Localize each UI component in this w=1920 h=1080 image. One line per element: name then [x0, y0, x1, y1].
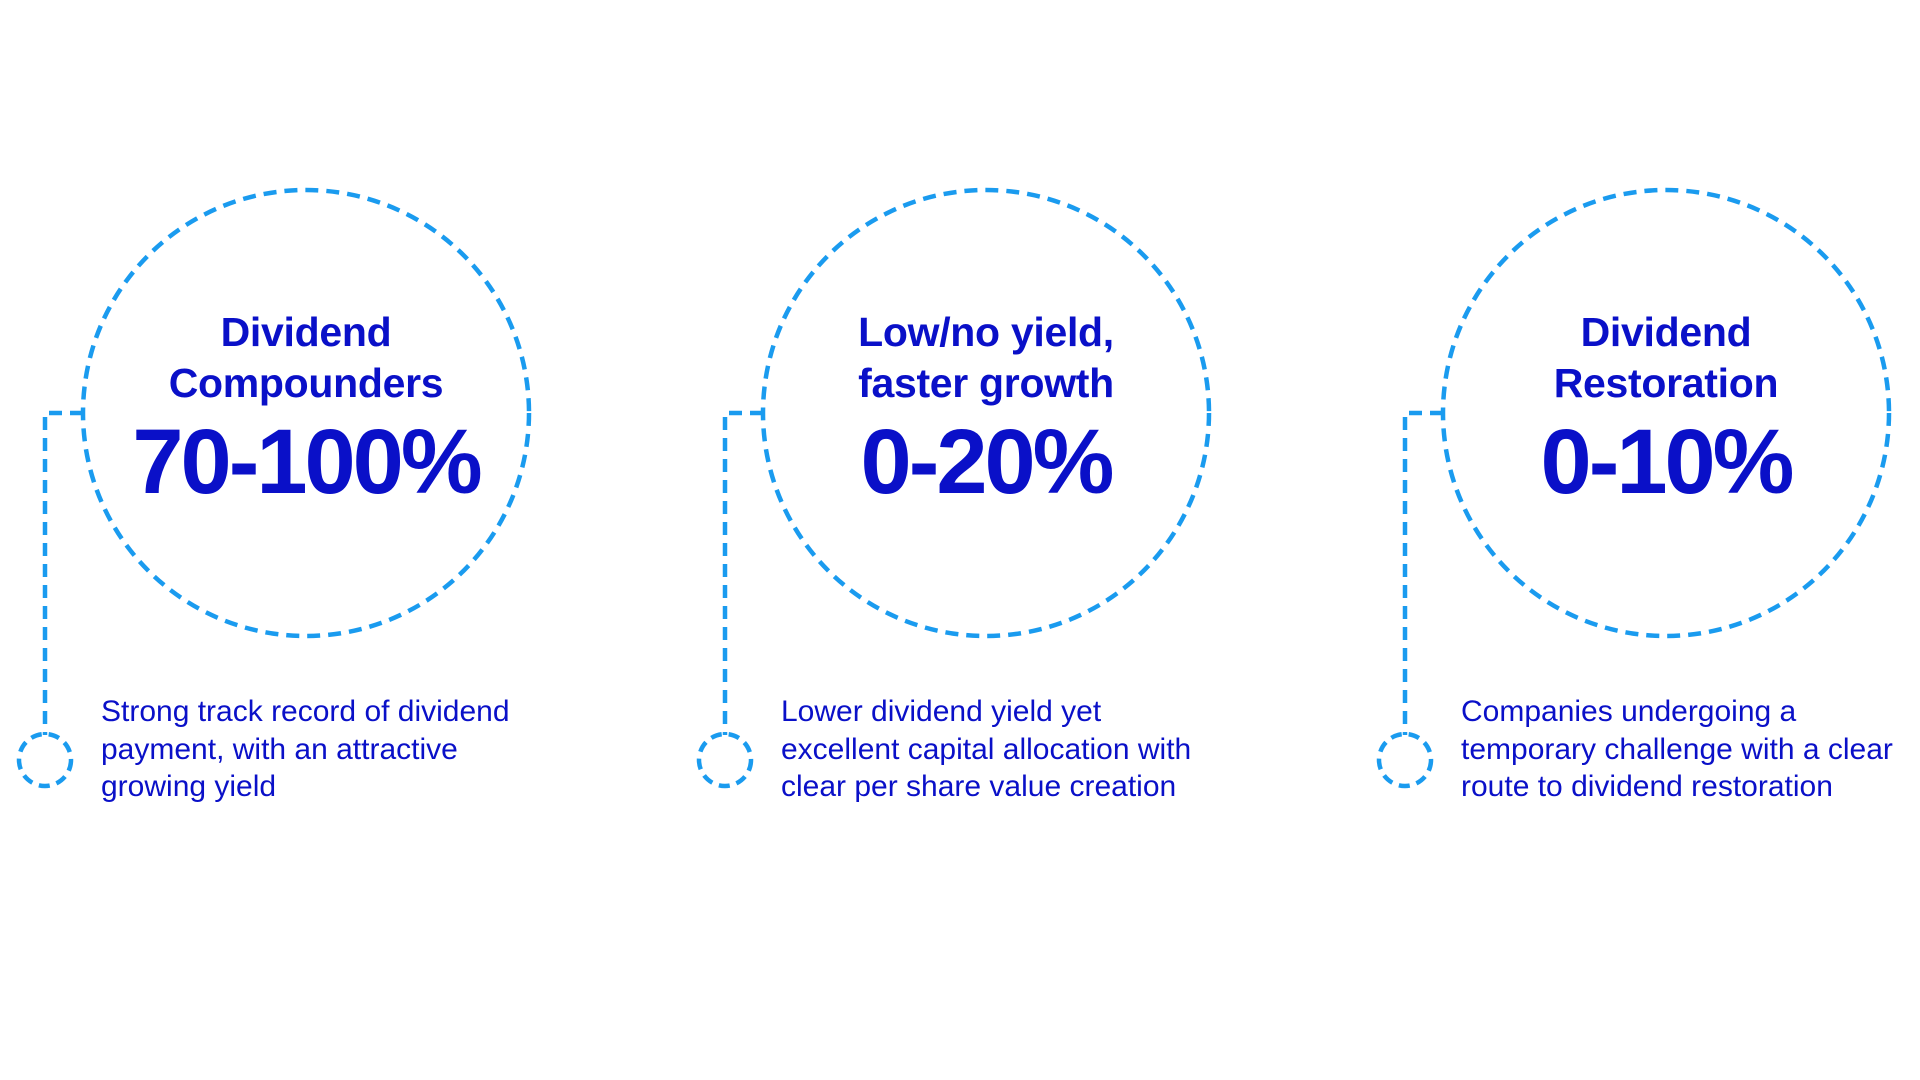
bullet-circle-2 [696, 731, 754, 789]
category-description-2: Lower dividend yield yet excellent capit… [781, 695, 1192, 803]
title-line: Dividend [220, 309, 392, 355]
title-line: faster growth [858, 360, 1114, 406]
bullet-circle-3 [1376, 731, 1434, 789]
connector-line-3 [1402, 410, 1443, 735]
category-title-3: Dividend Restoration [1456, 307, 1876, 409]
title-line: Compounders [168, 360, 444, 406]
category-description-3: Companies undergoing a temporary challen… [1461, 695, 1893, 803]
bullet-circle-1 [16, 731, 74, 789]
allocation-range-2: 0-20% [860, 411, 1115, 513]
connector-line-2 [722, 410, 763, 735]
title-line: Dividend [1580, 309, 1752, 355]
title-line: Restoration [1553, 360, 1779, 406]
connector-line-1 [42, 410, 83, 735]
category-title-2: Low/no yield, faster growth [776, 307, 1196, 409]
title-line: Low/no yield, [858, 309, 1114, 355]
category-title-1: Dividend Compounders [96, 307, 516, 409]
allocation-range-3: 0-10% [1540, 411, 1795, 513]
allocation-range-1: 70-100% [132, 411, 482, 513]
category-description-1: Strong track record of dividend payment,… [101, 695, 510, 803]
